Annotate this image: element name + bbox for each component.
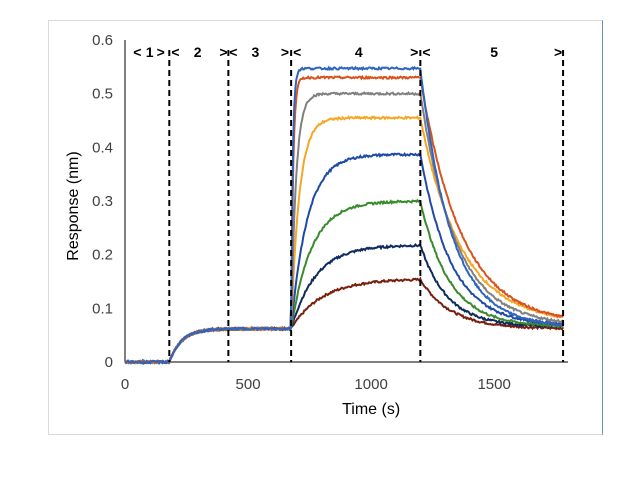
series-line xyxy=(124,151,564,366)
x-axis-title: Time (s) xyxy=(342,401,400,418)
y-tick-label: 0.2 xyxy=(92,247,113,264)
series-line xyxy=(124,65,564,365)
x-tick-label: 1500 xyxy=(477,376,510,393)
phase-marker: 5 xyxy=(490,44,498,60)
y-tick-label: 0.6 xyxy=(92,32,113,49)
phase-marker: > xyxy=(554,44,562,60)
x-tick-label: 500 xyxy=(236,376,261,393)
phase-marker: < xyxy=(293,44,301,60)
series-line xyxy=(124,243,564,365)
y-tick-label: 0.3 xyxy=(92,193,113,210)
phase-marker: 2 xyxy=(194,44,202,60)
series-group xyxy=(124,65,565,366)
series-line xyxy=(124,198,564,365)
phase-marker: < xyxy=(229,44,237,60)
phase-marker: < xyxy=(171,44,179,60)
phase-marker: > xyxy=(410,44,418,60)
y-axis-title: Response (nm) xyxy=(65,151,82,260)
phase-marker: > xyxy=(281,44,289,60)
y-tick-label: 0.1 xyxy=(92,300,113,317)
phase-marker: > xyxy=(157,44,165,60)
phase-marker: 4 xyxy=(355,44,363,60)
phase-marker: 1 xyxy=(146,44,154,60)
y-tick-label: 0 xyxy=(105,354,113,371)
phase-marker: < xyxy=(422,44,430,60)
series-line xyxy=(124,115,564,365)
phase-marker: < xyxy=(133,44,141,60)
axes: 0 0.1 0.2 0.3 0.4 0.5 0.6 0 500 1000 1500 xyxy=(92,32,568,393)
chart-frame xyxy=(48,20,603,435)
x-tick-label: 1000 xyxy=(354,376,387,393)
y-tick-label: 0.5 xyxy=(92,86,113,103)
phase-markers: <1 > <2 > <3 > <4 > <5 > xyxy=(133,44,565,362)
y-tick-label: 0.4 xyxy=(92,139,113,156)
phase-marker: 3 xyxy=(252,44,260,60)
x-tick-label: 0 xyxy=(121,376,129,393)
phase-marker: > xyxy=(219,44,227,60)
